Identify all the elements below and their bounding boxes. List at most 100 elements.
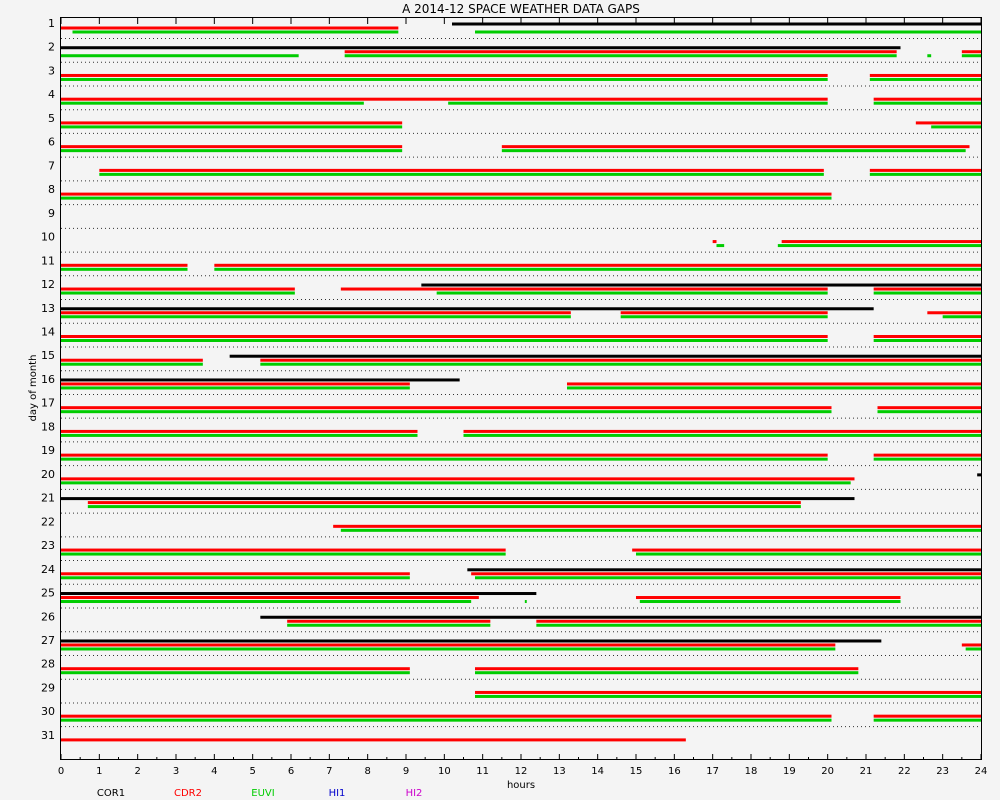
day-label: 25	[41, 587, 55, 600]
legend-euvi: EUVI	[251, 788, 274, 799]
gap-bar-cor1	[421, 283, 981, 287]
gap-bar-cdr2	[344, 50, 897, 54]
gap-bar-euvi	[340, 528, 981, 532]
gap-bar-cdr2	[87, 501, 801, 505]
gap-bar-euvi	[475, 694, 981, 698]
gap-bar-cdr2	[61, 311, 571, 315]
x-tick-label: 8	[364, 766, 370, 777]
legend-cdr2: CDR2	[174, 788, 202, 799]
gap-bar-euvi	[99, 172, 824, 176]
gap-bar-cdr2	[501, 145, 970, 149]
gap-bar-cdr2	[712, 240, 717, 244]
x-tick-label: 19	[783, 766, 796, 777]
day-label: 22	[41, 515, 55, 528]
gap-bar-euvi	[61, 481, 851, 485]
gap-bar-cdr2	[61, 121, 403, 125]
gap-bar-cdr2	[61, 382, 410, 386]
gap-bar-cdr2	[61, 406, 832, 410]
day-label: 12	[41, 278, 55, 291]
gap-bar-euvi	[873, 101, 981, 105]
x-tick-label: 24	[975, 766, 988, 777]
gap-bar-euvi	[61, 54, 299, 58]
gap-bar-euvi	[448, 101, 828, 105]
gap-bar-cdr2	[61, 738, 686, 742]
gap-bar-cdr2	[61, 572, 410, 576]
x-tick-label: 2	[134, 766, 140, 777]
day-label: 6	[48, 136, 55, 149]
gap-bar-cdr2	[620, 311, 828, 315]
day-label: 1	[48, 17, 55, 30]
x-tick-label: 13	[553, 766, 566, 777]
day-label: 9	[48, 207, 55, 220]
gap-bar-euvi	[877, 410, 981, 414]
gap-bar-cdr2	[61, 287, 295, 291]
day-label: 30	[41, 705, 55, 718]
chart-title: A 2014-12 SPACE WEATHER DATA GAPS	[402, 2, 640, 16]
day-label: 26	[41, 610, 55, 623]
gap-bar-cdr2	[475, 667, 859, 671]
x-tick-label: 22	[898, 766, 911, 777]
gap-bar-cdr2	[873, 334, 981, 338]
gap-bar-euvi	[61, 77, 828, 81]
x-tick-label: 14	[591, 766, 604, 777]
x-axis-label: hours	[507, 780, 535, 791]
x-tick-label: 11	[476, 766, 489, 777]
gap-bar-euvi	[463, 433, 981, 437]
day-label: 21	[41, 492, 55, 505]
x-tick-label: 17	[706, 766, 719, 777]
gap-bar-euvi	[475, 671, 859, 675]
day-label: 5	[48, 112, 55, 125]
gap-bar-cor1	[61, 497, 855, 501]
gap-bar-cdr2	[287, 619, 491, 623]
gap-bar-euvi	[873, 457, 981, 461]
gap-bar-euvi	[260, 362, 981, 366]
day-label: 18	[41, 420, 55, 433]
gap-bar-cdr2	[781, 240, 981, 244]
day-label: 3	[48, 64, 55, 77]
day-label: 2	[48, 41, 55, 54]
gap-bar-euvi	[287, 623, 491, 627]
gap-bar-euvi	[927, 54, 932, 58]
gap-bar-euvi	[61, 362, 203, 366]
x-tick-label: 16	[668, 766, 681, 777]
gap-bar-cdr2	[61, 334, 828, 338]
day-label: 20	[41, 468, 55, 481]
gap-bar-euvi	[61, 196, 832, 200]
gap-bar-euvi	[61, 101, 364, 105]
legend-hi1: HI1	[329, 788, 346, 799]
gap-bar-cdr2	[873, 287, 981, 291]
x-tick-label: 23	[936, 766, 949, 777]
gap-bar-cdr2	[340, 287, 828, 291]
y-axis-label: day of month	[28, 355, 39, 422]
gap-bar-cdr2	[475, 690, 981, 694]
gap-bar-cdr2	[61, 97, 828, 101]
gap-bar-euvi	[344, 54, 897, 58]
gap-bar-euvi	[72, 30, 399, 34]
gap-bar-cdr2	[873, 97, 981, 101]
x-tick-label: 18	[745, 766, 758, 777]
gap-bar-euvi	[61, 125, 403, 129]
gap-bar-euvi	[61, 433, 418, 437]
gap-bar-cdr2	[869, 73, 981, 77]
gap-bar-euvi	[61, 647, 836, 651]
gap-bar-euvi	[942, 315, 981, 319]
gap-bar-cor1	[61, 378, 460, 382]
x-tick-label: 5	[249, 766, 255, 777]
gap-bar-cdr2	[61, 26, 399, 30]
gap-bar-euvi	[61, 291, 295, 295]
legend-hi2: HI2	[406, 788, 423, 799]
day-label: 17	[41, 397, 55, 410]
x-tick-label: 10	[438, 766, 451, 777]
gap-bar-cor1	[229, 354, 981, 358]
gap-bar-euvi	[869, 77, 981, 81]
gap-bar-cdr2	[61, 429, 418, 433]
gap-bar-cdr2	[471, 572, 981, 576]
gap-bar-euvi	[620, 315, 828, 319]
gap-bar-cor1	[61, 592, 537, 596]
x-tick-label: 21	[860, 766, 873, 777]
gap-bar-cdr2	[636, 596, 901, 600]
gap-bar-euvi	[961, 54, 981, 58]
day-label: 4	[48, 88, 55, 101]
gap-bar-cor1	[61, 46, 901, 50]
